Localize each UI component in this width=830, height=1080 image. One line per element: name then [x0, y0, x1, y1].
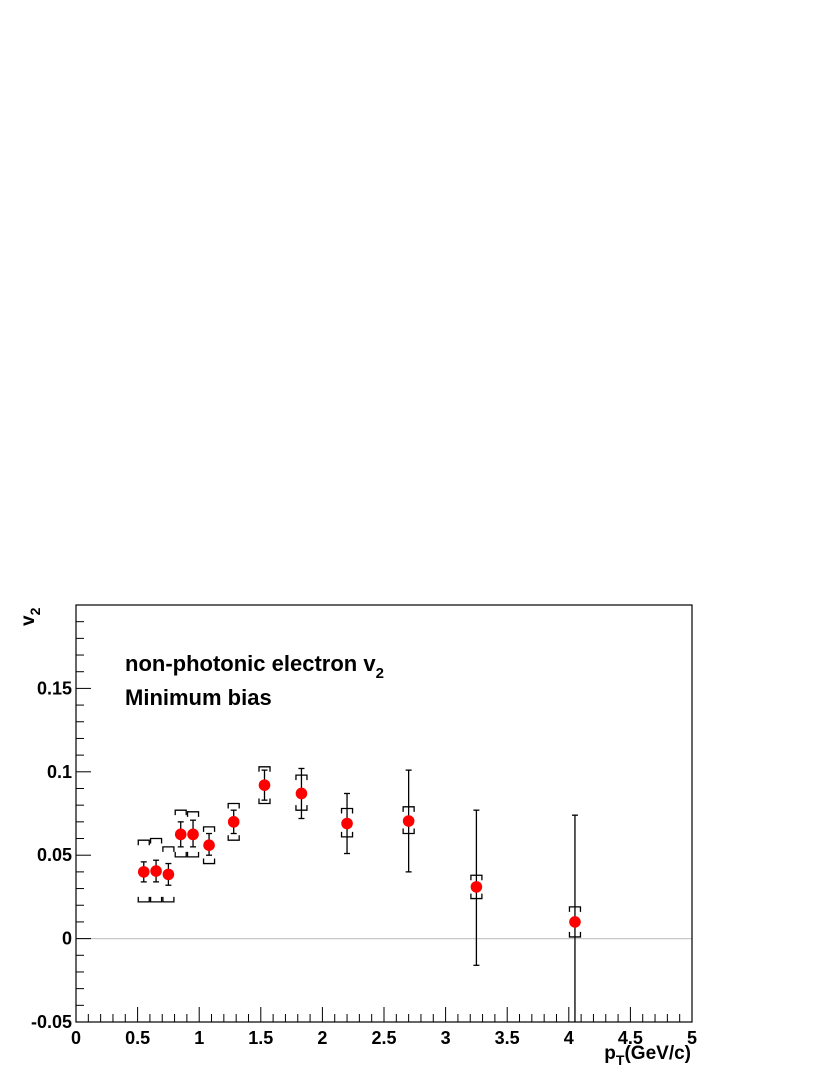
- sys-bracket-top: [174, 809, 187, 816]
- x-tick-label: 1.5: [248, 1028, 273, 1048]
- sys-bracket-bottom: [258, 798, 271, 805]
- sys-bracket-top: [149, 837, 163, 844]
- data-marker: [174, 828, 187, 841]
- data-marker: [137, 866, 150, 878]
- data-point: [470, 809, 483, 966]
- data-point: [258, 766, 271, 805]
- annotation-subtitle: Minimum bias: [125, 685, 272, 710]
- x-tick-label: 0.5: [125, 1028, 150, 1048]
- sys-bracket-top: [470, 874, 483, 881]
- sys-bracket-top: [568, 906, 582, 912]
- annotation-title-subscript: 2: [376, 665, 384, 682]
- data-marker: [187, 828, 199, 841]
- x-tick-label: 3: [441, 1028, 451, 1048]
- data-marker: [569, 916, 581, 928]
- data-marker: [150, 865, 162, 877]
- sys-bracket-top: [340, 807, 354, 814]
- data-point: [186, 811, 200, 858]
- y-tick-label: 0.05: [37, 845, 72, 865]
- x-tick-label: 4: [564, 1028, 574, 1048]
- data-point: [174, 809, 187, 858]
- sys-bracket-bottom: [227, 835, 240, 841]
- data-marker: [402, 815, 415, 827]
- sys-bracket-bottom: [202, 858, 216, 865]
- sys-bracket-bottom: [174, 851, 187, 858]
- x-tick-label: 2.5: [371, 1028, 396, 1048]
- x-tick-label: 2: [317, 1028, 327, 1048]
- x-tick-label: 1: [194, 1028, 204, 1048]
- y-tick-label: 0.1: [47, 762, 72, 782]
- data-point: [149, 837, 163, 903]
- data-point: [227, 802, 240, 841]
- annotation-title: non-photonic electron v2: [125, 651, 384, 682]
- y-axis-title-main: v: [18, 615, 39, 626]
- y-tick-label: 0: [62, 929, 72, 949]
- sys-bracket-bottom: [295, 805, 308, 811]
- sys-bracket-top: [258, 766, 271, 772]
- sys-bracket-top: [186, 811, 200, 817]
- annotation-title-main: non-photonic electron v: [125, 651, 376, 676]
- x-axis-title-subscript: T: [616, 1052, 625, 1068]
- sys-bracket-bottom: [470, 893, 483, 900]
- sys-bracket-top: [162, 846, 175, 852]
- sys-bracket-bottom: [402, 828, 415, 835]
- plot-frame: [75, 604, 693, 1023]
- sys-bracket-top: [202, 826, 216, 832]
- y-tick-label: 0.15: [37, 678, 72, 698]
- x-axis-title-unit: (GeV/c): [624, 1043, 691, 1064]
- sys-bracket-bottom: [186, 851, 200, 858]
- data-marker: [470, 881, 483, 893]
- data-point: [402, 769, 415, 873]
- x-axis-title: pT(GeV/c): [604, 1043, 691, 1068]
- x-tick-label: 0: [71, 1028, 81, 1048]
- y-axis-title-subscript: 2: [27, 607, 43, 615]
- y-axis-title: v2: [18, 607, 43, 626]
- sys-bracket-top: [227, 802, 240, 809]
- sys-bracket-bottom: [568, 931, 582, 938]
- axis-ticks-layer: [75, 604, 693, 1023]
- data-marker: [227, 816, 240, 828]
- x-tick-label: 3.5: [495, 1028, 520, 1048]
- sys-bracket-top: [295, 774, 308, 781]
- data-marker: [162, 868, 175, 881]
- data-marker: [341, 817, 353, 830]
- sys-bracket-top: [402, 806, 415, 812]
- x-axis-title-main: p: [604, 1043, 616, 1064]
- sys-bracket-bottom: [340, 831, 354, 838]
- data-point: [162, 846, 175, 903]
- data-marker: [295, 787, 308, 800]
- data-point: [137, 839, 150, 903]
- sys-bracket-top: [137, 839, 150, 846]
- data-marker: [203, 839, 215, 851]
- sys-bracket-bottom: [162, 896, 175, 903]
- x-tick-label: 5: [687, 1028, 697, 1048]
- y-tick-label: -0.05: [31, 1012, 72, 1032]
- data-point: [568, 814, 582, 1022]
- x-tick-label: 4.5: [618, 1028, 643, 1048]
- data-marker: [258, 779, 271, 791]
- data-point: [202, 826, 216, 865]
- sys-bracket-bottom: [137, 896, 150, 903]
- sys-bracket-bottom: [149, 896, 163, 903]
- data-point: [295, 767, 308, 820]
- data-points-layer: [137, 766, 582, 1022]
- data-point: [340, 792, 354, 855]
